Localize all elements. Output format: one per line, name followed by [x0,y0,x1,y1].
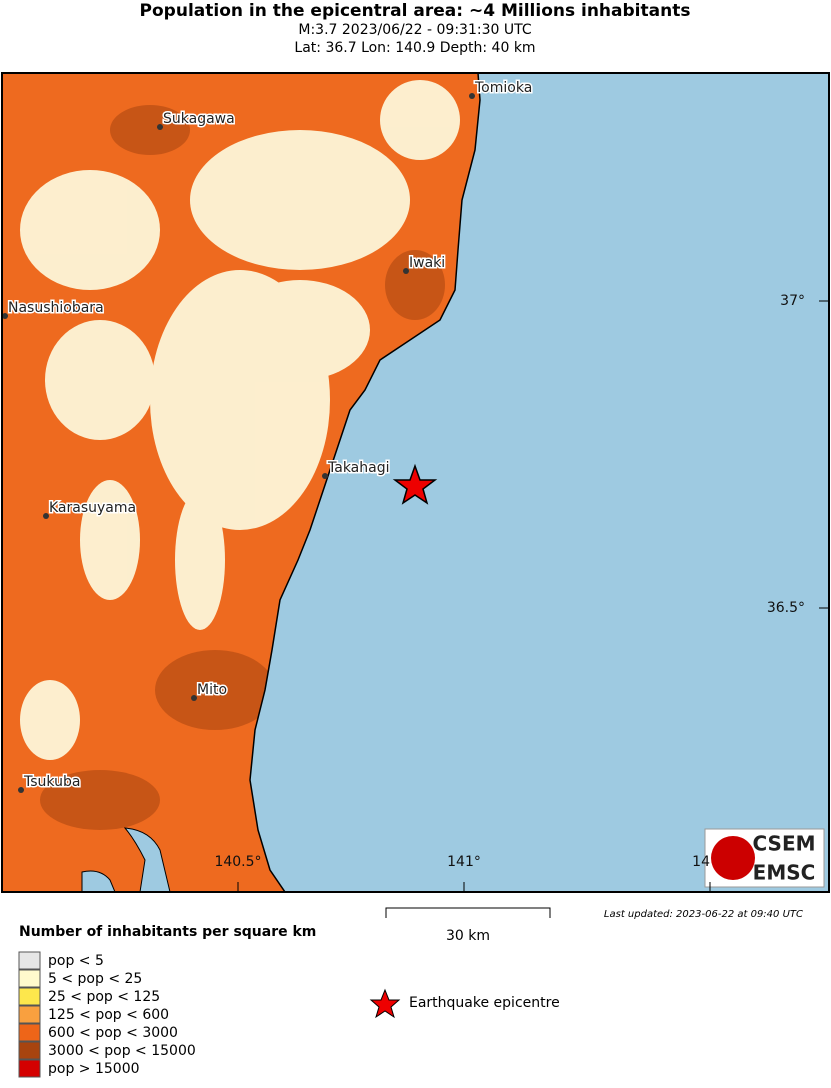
city-dot [191,695,197,701]
city-dot [322,473,328,479]
legend-swatch [18,987,41,1006]
city-dot [2,313,8,319]
legend-swatch [18,951,41,970]
frame [1,72,830,893]
legend-label: 25 < pop < 125 [48,989,160,1005]
city-dot [18,787,24,793]
city-dot [157,124,163,130]
lat-label: 36.5° [767,600,805,616]
scale-label: 30 km [446,928,490,944]
legend-swatch [18,1059,41,1078]
legend-label: 5 < pop < 25 [48,971,142,987]
lon-label: 141° [447,854,481,870]
city-label: Iwaki [409,255,445,271]
legend-swatch [18,1041,41,1060]
city-label: Tomioka [474,80,532,96]
legend-swatch [18,969,41,988]
logo-text: CSEM [752,832,815,856]
epicentre-star [392,463,438,505]
lon-label: 14 [692,854,710,870]
low-density-areas [20,80,460,760]
city-dot [43,513,49,519]
lon-label: 140.5° [214,854,261,870]
subtitle: Lat: 36.7 Lon: 140.9 Depth: 40 km [294,40,535,56]
legend-label: 125 < pop < 600 [48,1007,169,1023]
logo-globe [711,836,755,880]
legend-label: 600 < pop < 3000 [48,1025,178,1041]
updated: Last updated: 2023-06-22 at 09:40 UTC [604,909,803,920]
city-label: Nasushiobara [8,300,104,316]
city-dot [403,268,409,274]
city-dot [469,93,475,99]
legend-label: pop > 15000 [48,1061,140,1077]
legend-swatch [18,1005,41,1024]
legend-label: pop < 5 [48,953,104,969]
title: Population in the epicentral area: ~4 Mi… [140,1,691,21]
city-label: Sukagawa [163,111,235,127]
subtitle: M:3.7 2023/06/22 - 09:31:30 UTC [298,22,531,38]
scale-bar [385,907,551,918]
sea [249,73,829,892]
lake [81,827,171,892]
map: Tomioka Sukagawa Iwaki Nasushiobara Takahagi… [2,73,829,892]
city-label: Mito [197,682,227,698]
city-label: Karasuyama [49,500,136,516]
city-label: Takahagi [327,460,389,476]
legend-label: Earthquake epicentre [409,995,560,1011]
lat-label: 37° [780,293,805,309]
legend-swatch [18,1023,41,1042]
high-density-areas [40,105,445,830]
legend-star [369,988,401,1019]
logo-text: EMSC [753,861,816,885]
legend-title: Number of inhabitants per square km [19,924,316,940]
legend-label: 3000 < pop < 15000 [48,1043,196,1059]
city-label: Tsukuba [23,774,80,790]
